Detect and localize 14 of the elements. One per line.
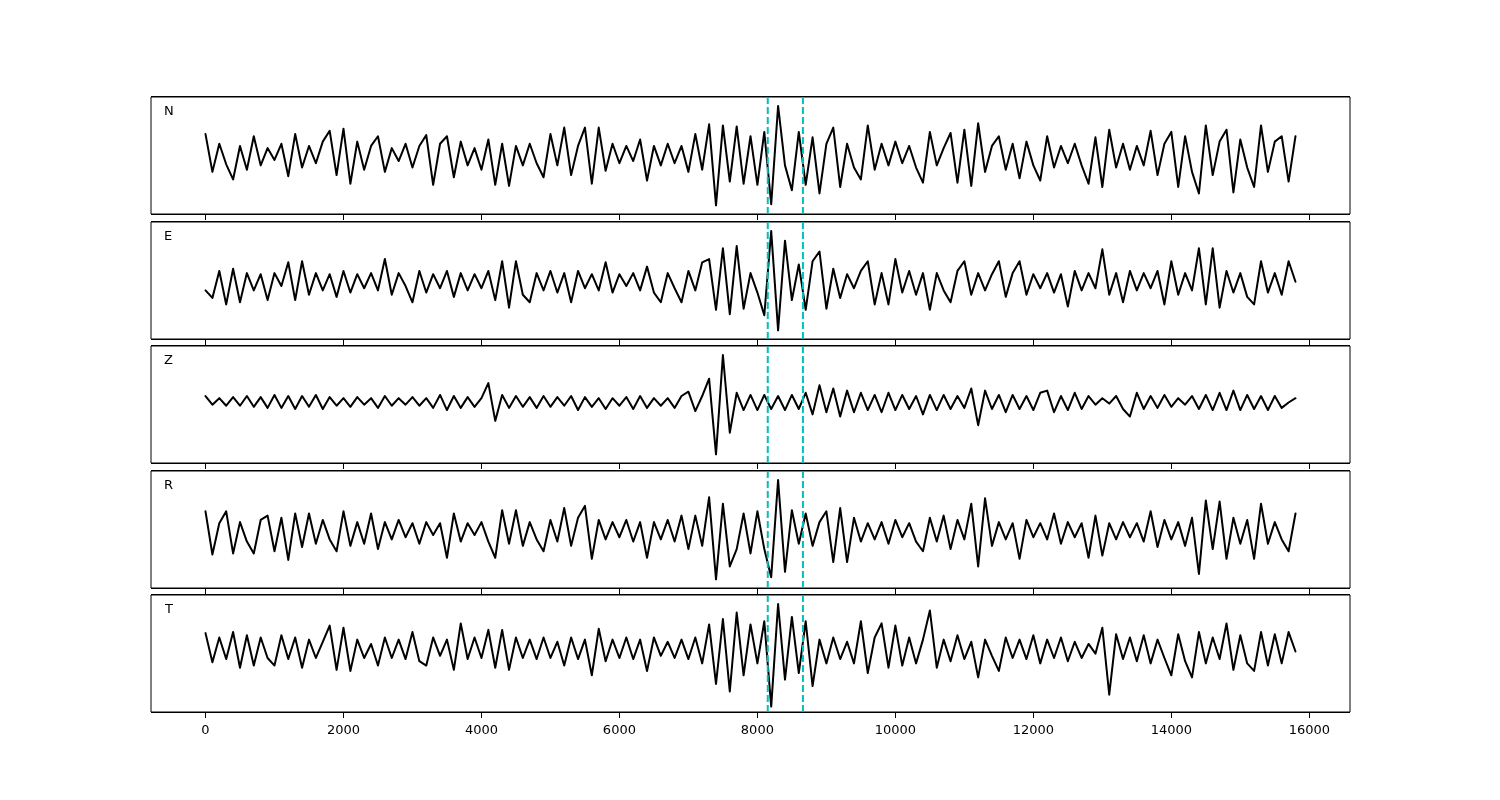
annotation: E: [164, 227, 173, 243]
x-tick-label: 6000: [602, 721, 636, 737]
x-tick-label: 12000: [1012, 721, 1055, 737]
x-tick-label: 4000: [464, 721, 498, 737]
x-tick-label: 16000: [1288, 721, 1330, 737]
x-tick-label: 14000: [1150, 721, 1192, 737]
x-tick-label: 2000: [326, 721, 361, 737]
annotation: N: [164, 103, 174, 118]
x-tick-label: 8000: [740, 721, 774, 737]
x-tick-label: 0: [201, 721, 210, 737]
annotation: R: [164, 476, 174, 492]
annotation: T: [164, 601, 173, 616]
x-tick-label: 10000: [874, 721, 917, 737]
annotation: Z: [164, 352, 173, 367]
